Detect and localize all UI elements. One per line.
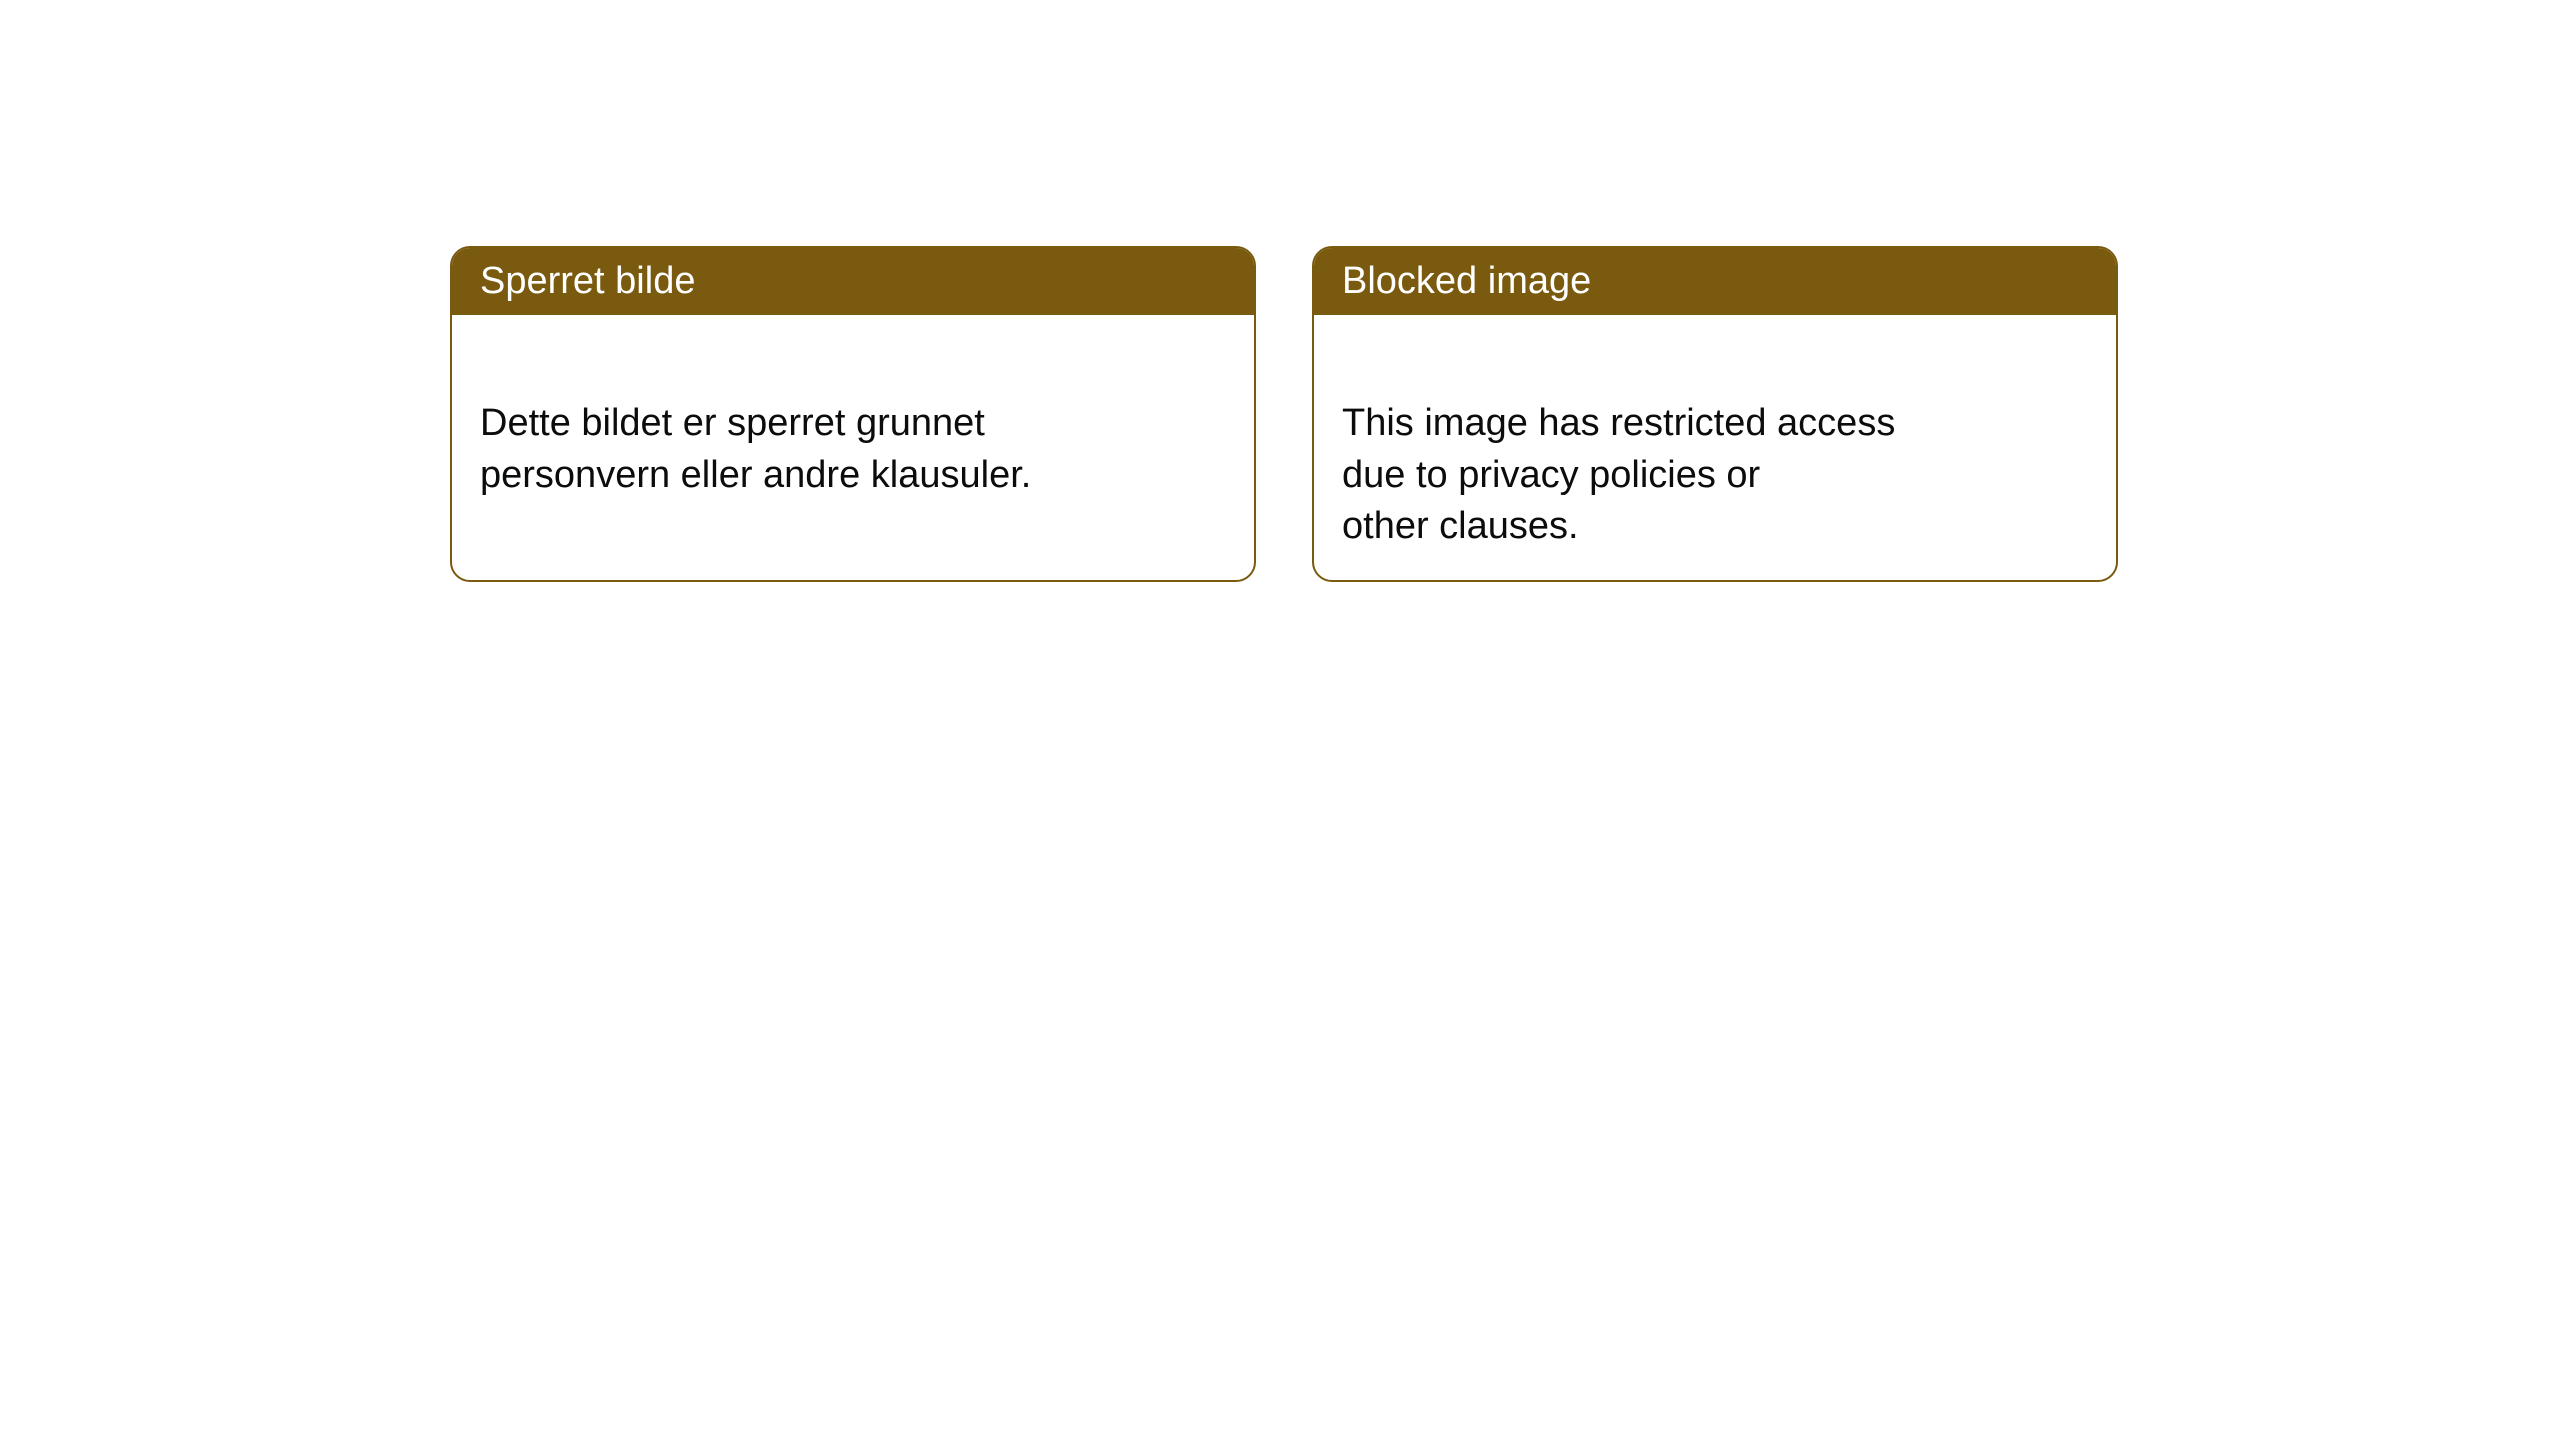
card-text-en: This image has restricted access due to …	[1342, 402, 1895, 547]
card-text-no: Dette bildet er sperret grunnet personve…	[480, 402, 1031, 495]
card-body-no: Dette bildet er sperret grunnet personve…	[452, 315, 1254, 533]
cards-container: Sperret bilde Dette bildet er sperret gr…	[0, 0, 2560, 582]
card-title-no: Sperret bilde	[480, 260, 695, 302]
card-header-no: Sperret bilde	[452, 248, 1254, 315]
card-body-en: This image has restricted access due to …	[1314, 315, 2116, 582]
card-title-en: Blocked image	[1342, 260, 1591, 302]
blocked-image-card-no: Sperret bilde Dette bildet er sperret gr…	[450, 246, 1256, 582]
card-header-en: Blocked image	[1314, 248, 2116, 315]
blocked-image-card-en: Blocked image This image has restricted …	[1312, 246, 2118, 582]
